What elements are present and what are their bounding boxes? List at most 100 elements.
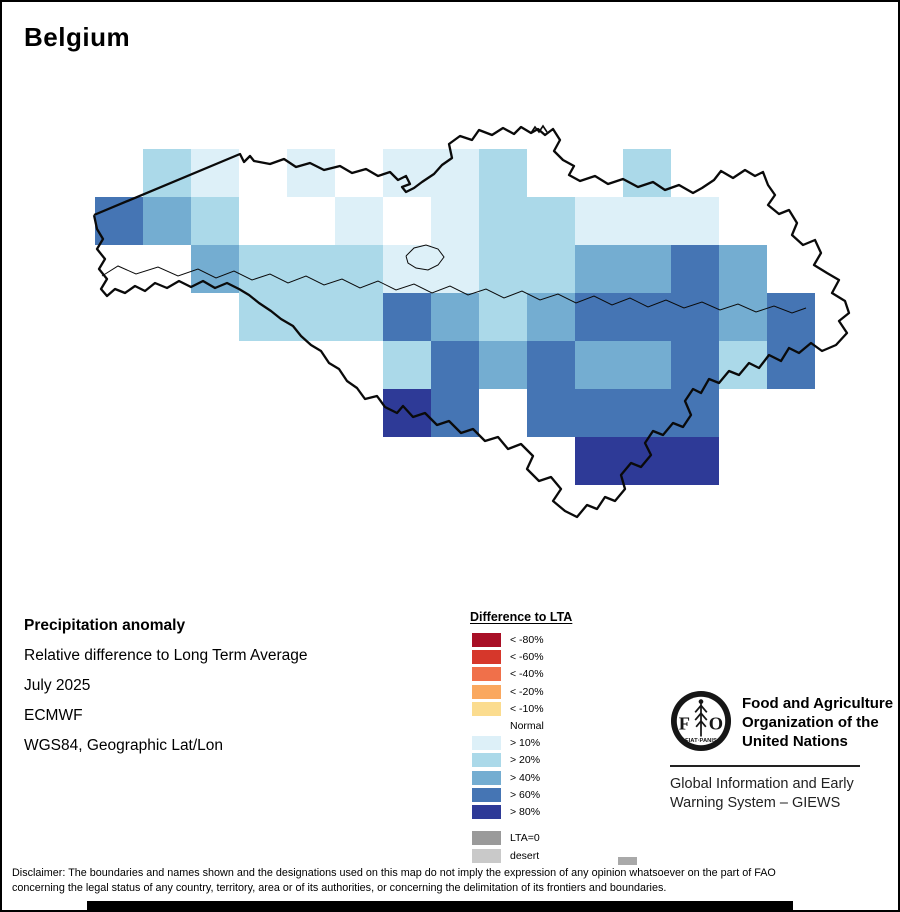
grid-cell bbox=[527, 389, 575, 437]
map-subtitle: Precipitation anomaly bbox=[24, 617, 186, 634]
grid-cell bbox=[191, 197, 239, 245]
legend-label: < -60% bbox=[510, 651, 544, 664]
grid-cell bbox=[719, 341, 767, 389]
grid-cell bbox=[431, 389, 479, 437]
legend-swatch bbox=[472, 831, 501, 846]
grid-cell bbox=[335, 197, 383, 245]
bottom-black-bar bbox=[87, 901, 793, 910]
grid-cell bbox=[383, 341, 431, 389]
legend-label: LTA=0 bbox=[510, 832, 540, 845]
grid-cell bbox=[239, 245, 287, 293]
branding-divider bbox=[670, 765, 860, 767]
grid-cell bbox=[527, 197, 575, 245]
legend-label: < -20% bbox=[510, 685, 544, 698]
grid-cell bbox=[143, 149, 191, 197]
grid-cell bbox=[383, 245, 431, 293]
map-canvas bbox=[2, 2, 898, 562]
grid-cell bbox=[95, 197, 143, 245]
grid-cell bbox=[719, 293, 767, 341]
grid-cell bbox=[191, 149, 239, 197]
grid-cell bbox=[575, 341, 623, 389]
grid-cell bbox=[287, 149, 335, 197]
grid-cell bbox=[383, 149, 431, 197]
grid-cell bbox=[431, 245, 479, 293]
grid-cell bbox=[287, 245, 335, 293]
legend-swatch bbox=[472, 736, 501, 751]
svg-text:F: F bbox=[679, 714, 690, 734]
grid-cell bbox=[143, 197, 191, 245]
legend-label: Normal bbox=[510, 720, 544, 732]
grid-cell bbox=[767, 341, 815, 389]
fao-logo-icon: F O FIAT·PANIS bbox=[670, 690, 732, 752]
legend-title: Difference to LTA bbox=[470, 610, 573, 624]
grid-cell bbox=[623, 437, 671, 485]
legend-swatch bbox=[472, 633, 501, 647]
grid-cell bbox=[671, 437, 719, 485]
legend-label: < -10% bbox=[510, 702, 544, 715]
grid-cell bbox=[623, 149, 671, 197]
disclaimer-line: concerning the legal status of any count… bbox=[12, 881, 667, 894]
legend-label: > 80% bbox=[510, 806, 541, 818]
legend-swatch bbox=[472, 770, 501, 785]
grid-cell bbox=[479, 197, 527, 245]
grid-cell bbox=[479, 341, 527, 389]
grid-cell bbox=[479, 149, 527, 197]
legend-label: < -80% bbox=[510, 634, 544, 646]
grid-cell bbox=[671, 341, 719, 389]
grid-cell bbox=[431, 341, 479, 389]
svg-text:FIAT·PANIS: FIAT·PANIS bbox=[685, 738, 717, 744]
gray-artifact bbox=[618, 857, 637, 865]
grid-cell bbox=[479, 293, 527, 341]
grid-cell bbox=[287, 293, 335, 341]
legend-swatch bbox=[472, 650, 501, 665]
legend-label: > 40% bbox=[510, 771, 541, 784]
metadata-line-projection: WGS84, Geographic Lat/Lon bbox=[24, 737, 224, 754]
grid-cell bbox=[623, 245, 671, 293]
legend-label: > 60% bbox=[510, 788, 541, 801]
grid-cell bbox=[335, 293, 383, 341]
legend-swatch bbox=[472, 667, 501, 682]
grid-cell bbox=[527, 293, 575, 341]
disclaimer-line: Disclaimer: The boundaries and names sho… bbox=[12, 867, 776, 879]
legend-swatch bbox=[472, 848, 501, 863]
grid-cell bbox=[527, 245, 575, 293]
grid-cell bbox=[383, 293, 431, 341]
fao-name: Food and Agriculture Organization of the… bbox=[742, 694, 893, 751]
grid-cell bbox=[623, 293, 671, 341]
grid-cell bbox=[719, 245, 767, 293]
grid-cell bbox=[575, 437, 623, 485]
grid-cell bbox=[431, 293, 479, 341]
giews-name-line: Global Information and Early bbox=[670, 776, 854, 792]
grid-cell bbox=[431, 197, 479, 245]
grid-cell bbox=[575, 245, 623, 293]
grid-cell bbox=[623, 197, 671, 245]
grid-cell bbox=[191, 245, 239, 293]
grid-cell bbox=[671, 293, 719, 341]
grid-cell bbox=[575, 197, 623, 245]
metadata-line-source: ECMWF bbox=[24, 707, 83, 724]
grid-cell bbox=[335, 245, 383, 293]
grid-cell bbox=[575, 293, 623, 341]
grid-cell bbox=[527, 341, 575, 389]
legend-swatch bbox=[472, 787, 501, 802]
metadata-line-date: July 2025 bbox=[24, 677, 91, 694]
grid-cell bbox=[767, 293, 815, 341]
fao-name-line: Food and Agriculture bbox=[742, 695, 894, 712]
grid-cell bbox=[479, 245, 527, 293]
grid-cell bbox=[671, 245, 719, 293]
grid-cell bbox=[239, 293, 287, 341]
page-title: Belgium bbox=[24, 22, 131, 52]
islet-mark bbox=[530, 124, 548, 134]
grid-cell bbox=[383, 389, 431, 437]
metadata-line-description: Relative difference to Long Term Average bbox=[24, 647, 308, 664]
giews-name: Global Information and Early Warning Sys… bbox=[670, 775, 854, 813]
legend-swatch bbox=[472, 684, 501, 699]
legend-label: > 10% bbox=[510, 737, 541, 750]
legend-swatch bbox=[472, 753, 501, 768]
legend-swatch bbox=[472, 805, 501, 819]
fao-name-line: United Nations bbox=[742, 733, 848, 750]
legend-swatch bbox=[472, 701, 501, 716]
disclaimer-text: Disclaimer: The boundaries and names sho… bbox=[12, 866, 894, 895]
grid-cell bbox=[575, 389, 623, 437]
